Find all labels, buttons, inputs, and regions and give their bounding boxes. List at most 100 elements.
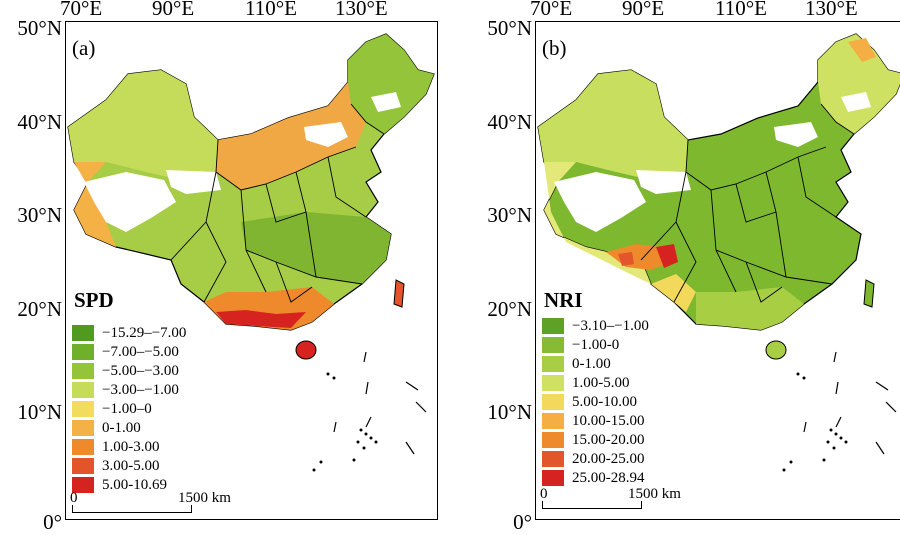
legend-label: −5.00–−3.00 [102, 362, 179, 379]
legend-label: −1.00–0 [102, 400, 152, 417]
nodata-tarim [554, 172, 646, 232]
legend-item: −5.00–−3.00 [72, 363, 179, 379]
province-borders [640, 103, 855, 303]
legend-swatch [542, 432, 564, 448]
legend-swatch [72, 439, 94, 455]
latitude-label-50n: 50°N [17, 16, 62, 40]
legend-label: 5.00-10.00 [572, 393, 637, 410]
legend-swatch [72, 477, 94, 493]
longitude-label-110e: 110°E [245, 0, 297, 20]
legend-swatch [72, 382, 94, 398]
legend-swatch [72, 325, 94, 341]
legend-item: 5.00-10.69 [72, 477, 167, 493]
map-panel-spd: 70°E 90°E 110°E 130°E 50°N 40°N 30°N 20°… [0, 0, 450, 534]
legend-label: 3.00-5.00 [102, 457, 160, 474]
legend-label: 1.00-3.00 [102, 438, 160, 455]
longitude-label-70e: 70°E [530, 0, 573, 20]
legend-item: 15.00-20.00 [542, 432, 645, 448]
legend-label: −3.10–−1.00 [572, 317, 649, 334]
legend-label: 25.00-28.94 [572, 469, 645, 486]
legend-label: 10.00-15.00 [572, 412, 645, 429]
legend-label: 1.00-5.00 [572, 374, 630, 391]
taiwan-island [863, 279, 875, 308]
latitude-label-0: 0° [43, 510, 62, 534]
hainan-island [295, 340, 317, 360]
nodata-ne [371, 92, 401, 112]
legend-title: SPD [74, 288, 114, 312]
longitude-label-90e: 90°E [622, 0, 665, 20]
panel-letter: (b) [542, 36, 567, 60]
legend-label: 0-1.00 [102, 419, 141, 436]
latitude-label-50n: 50°N [487, 16, 532, 40]
longitude-label-90e: 90°E [152, 0, 195, 20]
nodata-ne [841, 92, 871, 112]
legend-swatch [542, 375, 564, 391]
legend-item: −1.00-0 [542, 337, 619, 353]
legend-swatch [72, 363, 94, 379]
latitude-label-30n: 30°N [17, 203, 62, 227]
legend-item: 25.00-28.94 [542, 470, 645, 486]
scs-island-dots [782, 372, 848, 472]
region-south-light [696, 287, 804, 330]
latitude-label-20n: 20°N [487, 297, 532, 321]
latitude-label-20n: 20°N [17, 297, 62, 321]
legend-item: −7.00–−5.00 [72, 344, 179, 360]
legend-swatch [542, 470, 564, 486]
legend-item: 5.00-10.00 [542, 394, 637, 410]
scale-tick [72, 505, 73, 513]
legend-label: 20.00-25.00 [572, 450, 645, 467]
latitude-label-0: 0° [513, 510, 532, 534]
region-xinjiang [538, 70, 688, 180]
scs-islands [333, 351, 427, 455]
map-frame: (b) NRI −3.10–−1.00 −1.00-0 0-1.00 1.00-… [535, 21, 900, 520]
longitude-label-110e: 110°E [715, 0, 767, 20]
region-southeast [241, 212, 391, 284]
nodata-gobi [304, 122, 348, 147]
scale-tick [542, 501, 543, 509]
legend-label: −1.00-0 [572, 336, 620, 353]
legend-label: 5.00-10.69 [102, 476, 167, 493]
legend-label: 0-1.00 [572, 355, 611, 372]
legend-swatch [72, 344, 94, 360]
legend-label: −15.29–−7.00 [102, 324, 187, 341]
legend-item: 0-1.00 [542, 356, 611, 372]
china-map-spd [67, 33, 435, 472]
latitude-label-10n: 10°N [487, 400, 532, 424]
legend-item: 3.00-5.00 [72, 458, 160, 474]
legend-swatch [542, 318, 564, 334]
scale-end-label: 1500 km [628, 486, 681, 502]
region-tibet-yellow [544, 162, 651, 284]
legend-swatch [72, 401, 94, 417]
scale-tick [641, 501, 642, 509]
longitude-label-70e: 70°E [60, 0, 103, 20]
region-yunnan-yellow [651, 274, 696, 312]
nodata-gobi [774, 122, 818, 147]
province-borders [170, 103, 385, 303]
scale-line [72, 512, 192, 513]
map-frame: (a) SPD −15.29–−7.00 −7.00–−5.00 −5.00–−… [65, 21, 438, 520]
region-himalaya-red2 [618, 252, 634, 266]
nodata-qaidam [636, 170, 691, 194]
map-panel-nri: 70°E 90°E 110°E 130°E 50°N 40°N 30°N 20°… [450, 0, 900, 534]
scs-islands [803, 351, 897, 455]
legend-label: −3.00–−1.00 [102, 381, 179, 398]
legend-label: −7.00–−5.00 [102, 343, 179, 360]
legend-item: −3.00–−1.00 [72, 382, 179, 398]
panel-letter: (a) [72, 36, 96, 60]
scale-end-label: 1500 km [178, 490, 231, 506]
taiwan-island [393, 279, 405, 308]
hainan-island [765, 340, 787, 360]
scale-tick [191, 505, 192, 513]
legend-item: 0-1.00 [72, 420, 141, 436]
nodata-qaidam [166, 170, 221, 194]
legend-item: −1.00–0 [72, 401, 152, 417]
legend-swatch [542, 413, 564, 429]
legend-swatch [542, 394, 564, 410]
legend-swatch [542, 337, 564, 353]
nodata-tarim [84, 172, 176, 232]
latitude-label-40n: 40°N [17, 110, 62, 134]
legend-item: −3.10–−1.00 [542, 318, 649, 334]
latitude-label-30n: 30°N [487, 203, 532, 227]
scale-line [542, 508, 642, 509]
legend-swatch [72, 458, 94, 474]
